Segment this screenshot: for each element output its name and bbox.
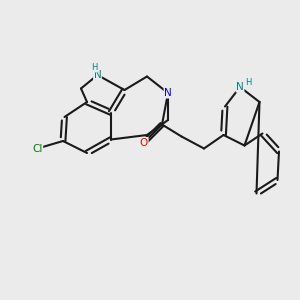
Text: Cl: Cl xyxy=(32,143,43,154)
Text: N: N xyxy=(94,70,101,80)
Text: N: N xyxy=(164,88,172,98)
Text: O: O xyxy=(140,137,148,148)
Text: H: H xyxy=(245,78,252,87)
Text: H: H xyxy=(91,63,97,72)
Text: N: N xyxy=(236,82,244,92)
